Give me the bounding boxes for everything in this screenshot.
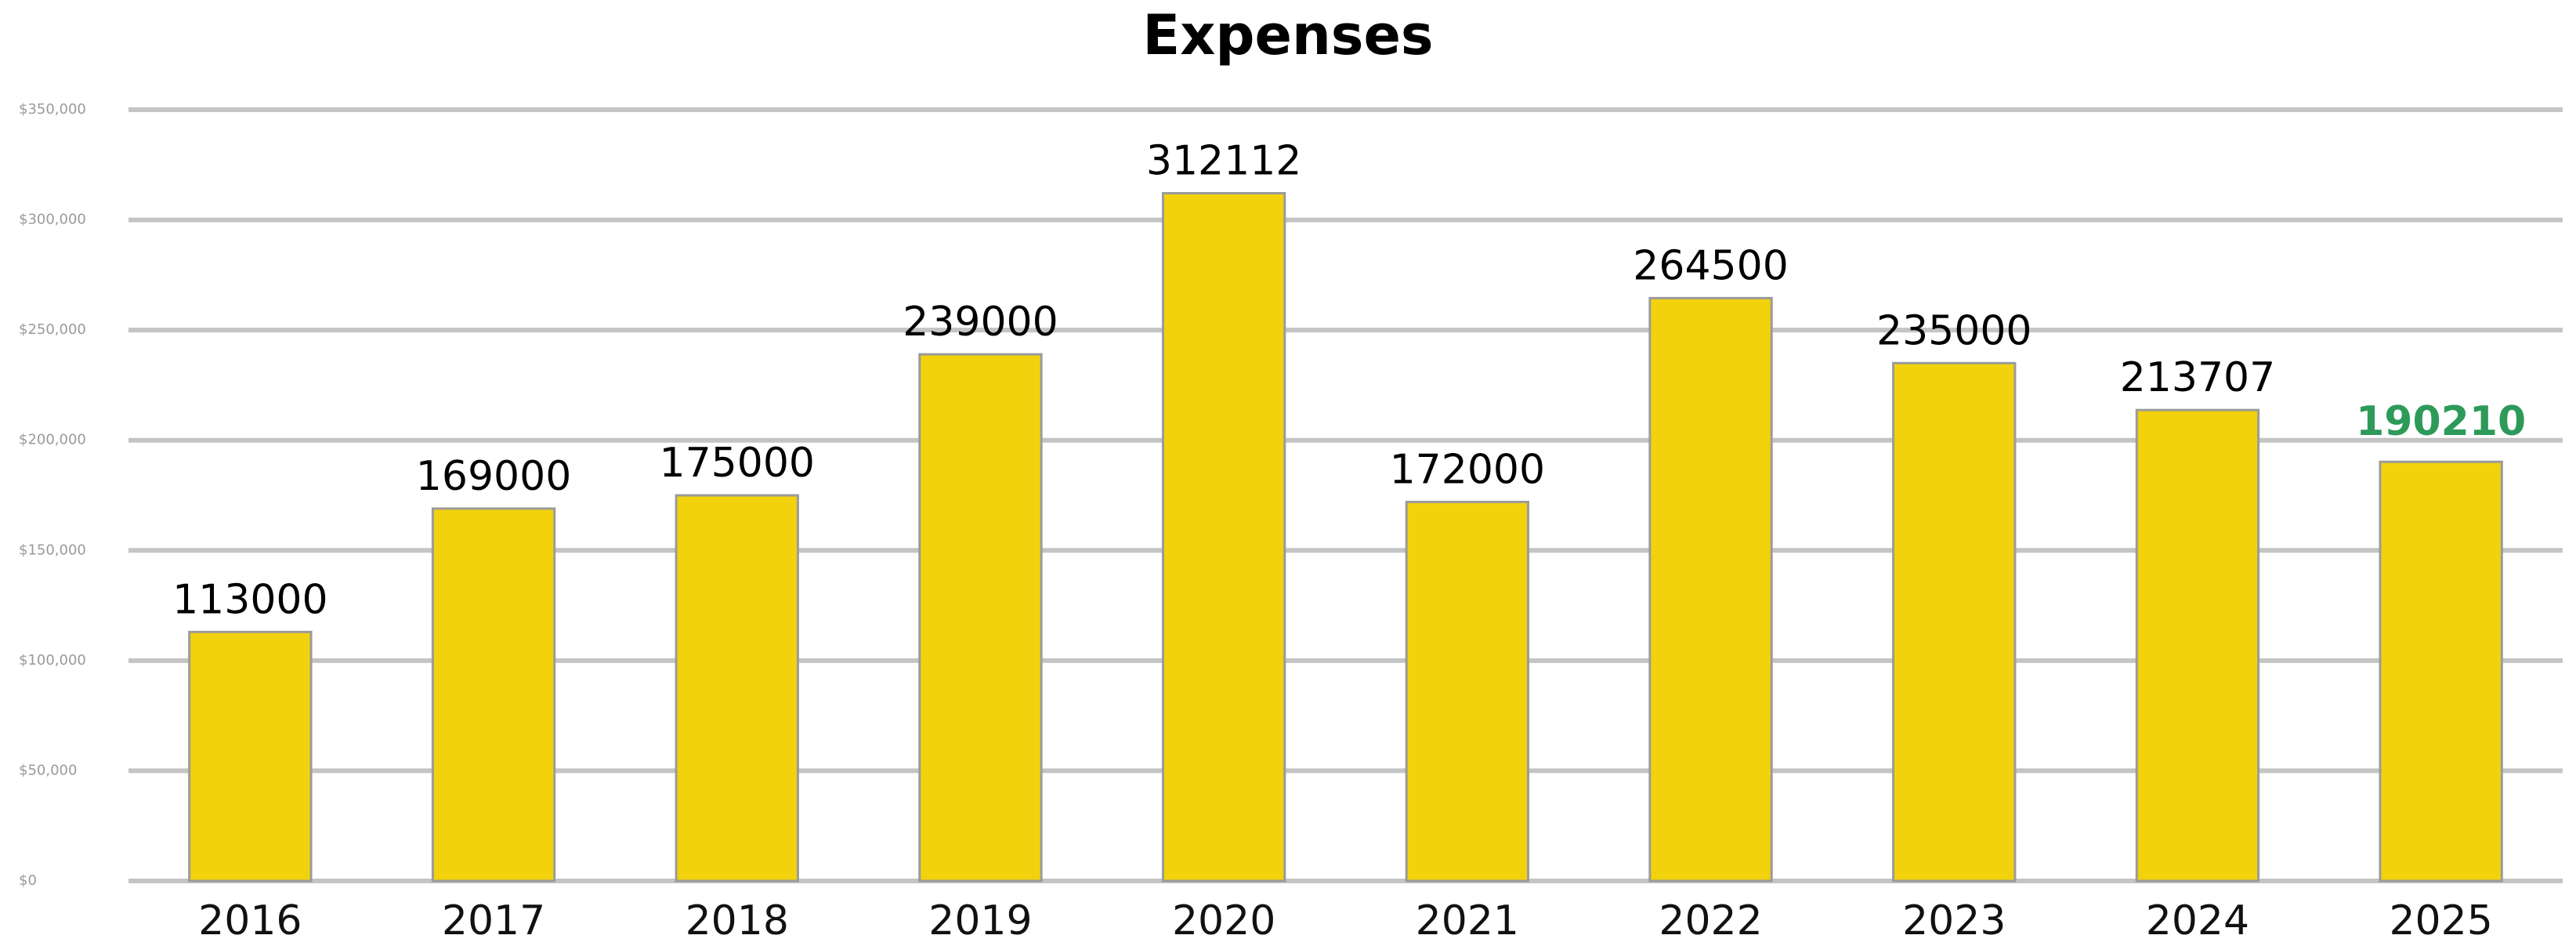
y-tick-label: $0 <box>19 872 37 889</box>
data-label: 264500 <box>1633 242 1789 289</box>
bar <box>675 494 799 883</box>
data-label: 172000 <box>1390 446 1546 493</box>
x-tick-label: 2017 <box>442 897 545 944</box>
y-tick-label: $350,000 <box>19 101 86 118</box>
x-tick-label: 2021 <box>1416 897 1519 944</box>
data-label: 175000 <box>659 440 815 487</box>
data-label: 213707 <box>2120 354 2276 401</box>
x-tick-label: 2019 <box>928 897 1032 944</box>
y-tick-label: $200,000 <box>19 432 86 448</box>
x-tick-label: 2018 <box>686 897 789 944</box>
bar <box>1161 192 1286 883</box>
bar <box>188 630 313 883</box>
bar <box>1892 361 2017 883</box>
y-tick-label: $50,000 <box>19 762 77 778</box>
data-label: 190210 <box>2356 398 2526 445</box>
x-tick-label: 2024 <box>2146 897 2249 944</box>
x-tick-label: 2016 <box>198 897 302 944</box>
bar <box>1405 500 1530 883</box>
data-label: 169000 <box>416 453 572 500</box>
x-tick-label: 2023 <box>1902 897 2006 944</box>
data-label: 113000 <box>172 576 328 623</box>
x-tick-label: 2020 <box>1172 897 1275 944</box>
y-tick-label: $150,000 <box>19 542 86 558</box>
bar <box>431 507 556 883</box>
data-label: 235000 <box>1876 307 2032 354</box>
bar <box>2379 460 2503 883</box>
bar <box>2135 408 2260 883</box>
data-label: 312112 <box>1146 138 1302 185</box>
y-tick-label: $100,000 <box>19 652 86 669</box>
chart-title: Expenses <box>1142 3 1433 67</box>
data-label: 239000 <box>903 299 1058 346</box>
x-tick-label: 2022 <box>1659 897 1762 944</box>
x-tick-label: 2025 <box>2389 897 2492 944</box>
y-tick-label: $300,000 <box>19 212 86 228</box>
bar <box>1648 296 1773 883</box>
y-tick-label: $250,000 <box>19 321 86 338</box>
bar <box>918 353 1043 883</box>
